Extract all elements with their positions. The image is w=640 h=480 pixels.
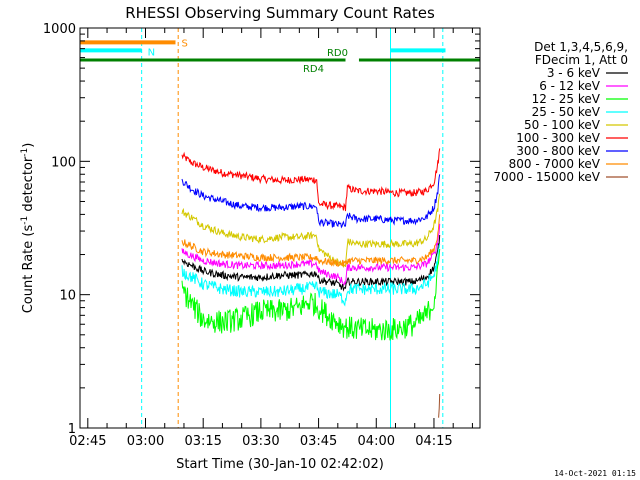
x-tick-label: 03:30 (242, 434, 279, 449)
series-300-800kev (181, 174, 441, 229)
footer-date: 14-Oct-2021 01:15 (554, 469, 636, 478)
y-axis-label-sup1: -1 (20, 216, 30, 225)
x-tick-label: 02:45 (69, 434, 106, 449)
y-axis: 1 10 100 1000 (43, 22, 480, 437)
legend-header-line-2: FDecim 1, Att 0 (535, 53, 628, 67)
legend-entry-label: 100 - 300 keV (516, 131, 600, 145)
series-6-12kev (181, 223, 441, 287)
y-axis-label-sup2: -1 (20, 148, 30, 157)
y-axis-label-mid: detector (21, 156, 36, 216)
legend-entry-label: 3 - 6 keV (547, 66, 601, 80)
legend-entry-label: 25 - 50 keV (532, 105, 601, 119)
y-axis-label-end: ) (21, 143, 36, 148)
legend-entry-label: 800 - 7000 keV (509, 157, 601, 171)
x-axis: 02:45 03:00 03:15 03:30 03:45 04:00 04:15 (69, 28, 473, 449)
x-tick-label: 04:15 (415, 434, 452, 449)
x-tick-label: 03:45 (300, 434, 337, 449)
x-tick-label: 03:00 (127, 434, 164, 449)
y-tick-label: 1000 (43, 22, 76, 37)
legend-entry-label: 50 - 100 keV (524, 118, 601, 132)
x-axis-label: Start Time (30-Jan-10 02:42:02) (176, 457, 384, 472)
series-7000-15000kev (438, 393, 441, 418)
y-axis-label-main: Count Rate (s (21, 225, 36, 314)
status-bar-label-rd4: RD4 (303, 64, 324, 75)
legend-entry-label: 300 - 800 keV (516, 144, 600, 158)
series-12-25kev (181, 248, 441, 341)
legend-entry-label: 12 - 25 keV (532, 92, 601, 106)
status-bar-label-n: N (148, 47, 155, 58)
y-tick-label: 1 (68, 422, 76, 437)
x-tick-label: 03:15 (184, 434, 221, 449)
legend: Det 1,3,4,5,6,9, FDecim 1, Att 0 3 - 6 k… (493, 40, 628, 184)
legend-entry-label: 6 - 12 keV (539, 79, 601, 93)
series-3-6kev (181, 234, 441, 292)
y-tick-label: 100 (51, 155, 76, 170)
legend-entry-label: 7000 - 15000 keV (493, 170, 600, 184)
plot-frame (79, 27, 481, 429)
status-bar-label-s: S (182, 38, 188, 49)
x-tick-label: 04:00 (358, 434, 395, 449)
series-25-50kev (181, 243, 441, 307)
y-axis-label: Count Rate (s-1 detector-1) (20, 143, 36, 314)
series-100-300kev (181, 148, 441, 212)
legend-header-line-1: Det 1,3,4,5,6,9, (534, 40, 628, 54)
chart-title: RHESSI Observing Summary Count Rates (125, 4, 435, 22)
status-bar-label-rd0: RD0 (327, 48, 348, 59)
series-800-7000kev (181, 214, 441, 267)
series-50-100kev (181, 193, 441, 268)
y-tick-label: 10 (59, 289, 76, 304)
